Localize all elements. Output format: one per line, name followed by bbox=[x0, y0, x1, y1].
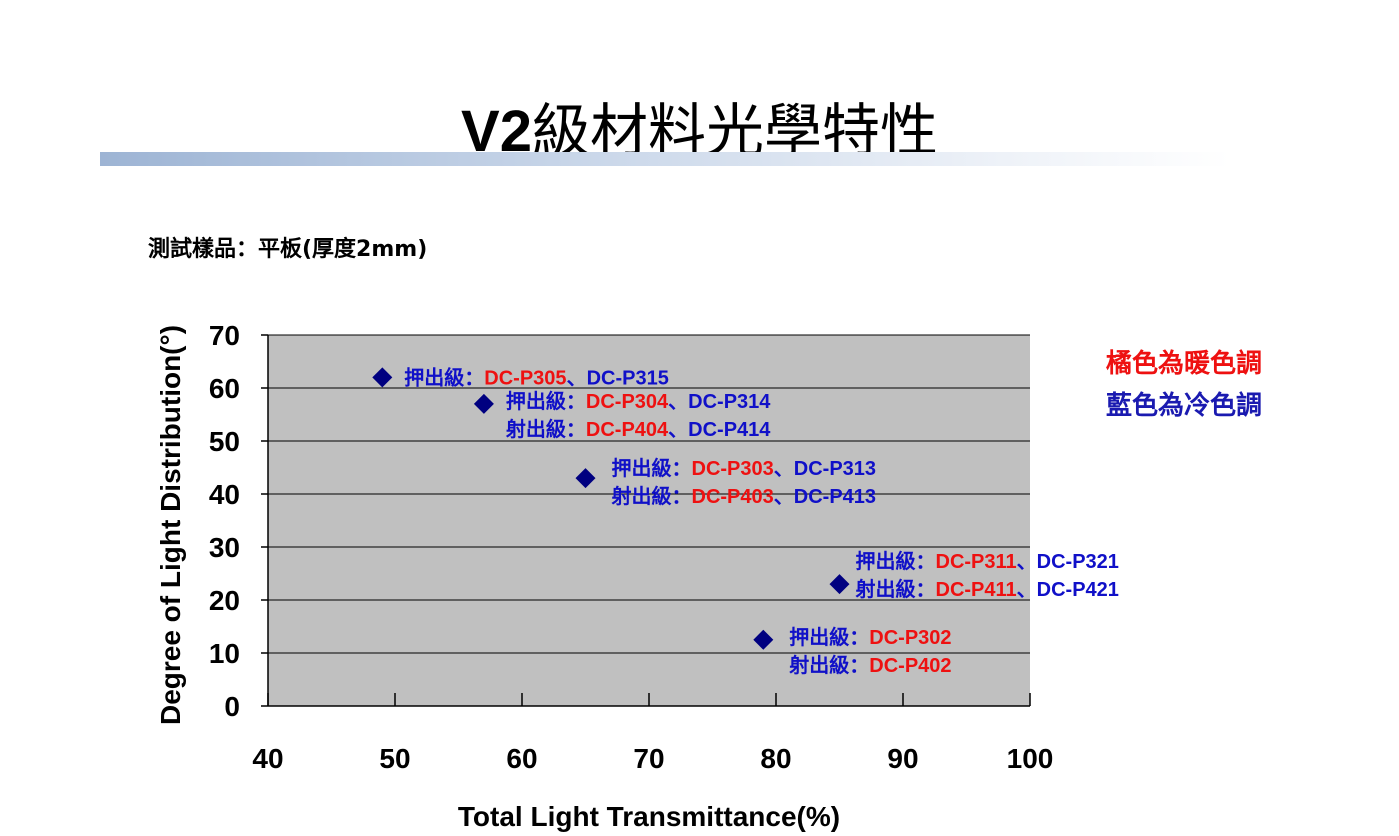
color-note: 藍色為冷色調 bbox=[1106, 390, 1262, 421]
sample-note: 測試樣品：平板(厚度2mm) bbox=[148, 237, 428, 262]
annotation-separator: 、 bbox=[774, 456, 794, 480]
point-annotation: 射出級：DC-P411、DC-P421 bbox=[855, 577, 1119, 601]
grid-lines bbox=[268, 334, 1030, 654]
y-tick-label: 20 bbox=[209, 585, 240, 616]
annotation-grade: 射出級： bbox=[788, 653, 869, 677]
point-annotation: 射出級：DC-P403、DC-P413 bbox=[611, 484, 877, 508]
x-axis-title: Total Light Transmittance(%) bbox=[458, 801, 840, 832]
point-annotation: 押出級：DC-P311、DC-P321 bbox=[856, 549, 1119, 573]
annotation-warm-code: DC-P304 bbox=[586, 391, 669, 413]
annotation-warm-code: DC-P403 bbox=[692, 486, 774, 508]
data-point-marker bbox=[473, 393, 494, 414]
y-ticks: 0 10 20 30 40 50 60 70 bbox=[209, 320, 268, 722]
x-tick-label: 50 bbox=[379, 743, 410, 774]
annotation-separator: 、 bbox=[774, 484, 794, 508]
annotation-warm-code: DC-P302 bbox=[869, 627, 951, 649]
annotation-grade: 押出級： bbox=[506, 389, 586, 413]
annotation-cool-code: DC-P315 bbox=[587, 367, 669, 389]
annotation-cool-code: DC-P414 bbox=[688, 419, 771, 441]
annotation-grade: 射出級： bbox=[505, 417, 586, 441]
point-annotation: 押出級：DC-P305、DC-P315 bbox=[404, 365, 669, 389]
annotation-grade: 射出級： bbox=[855, 577, 936, 601]
point-annotation: 射出級：DC-P404、DC-P414 bbox=[505, 417, 771, 441]
annotation-warm-code: DC-P402 bbox=[869, 655, 951, 677]
plot-area bbox=[268, 335, 1030, 706]
annotations: 押出級：DC-P305、DC-P315押出級：DC-P304、DC-P314射出… bbox=[404, 365, 1119, 676]
point-annotation: 押出級：DC-P304、DC-P314 bbox=[506, 389, 771, 413]
annotation-warm-code: DC-P311 bbox=[936, 551, 1017, 573]
x-tick-label: 90 bbox=[887, 743, 918, 774]
annotation-warm-code: DC-P404 bbox=[586, 419, 669, 441]
annotation-separator: 、 bbox=[668, 417, 688, 441]
annotation-warm-code: DC-P303 bbox=[692, 458, 774, 480]
annotation-grade: 射出級： bbox=[611, 484, 692, 508]
annotation-cool-code: DC-P314 bbox=[688, 391, 771, 413]
annotation-grade: 押出級： bbox=[404, 365, 484, 389]
y-tick-label: 70 bbox=[209, 320, 240, 351]
x-ticks: 40 50 60 70 80 90 100 bbox=[252, 693, 1053, 774]
color-note: 橘色為暖色調 bbox=[1106, 348, 1262, 379]
markers bbox=[372, 367, 850, 650]
annotation-cool-code: DC-P413 bbox=[794, 486, 876, 508]
point-annotation: 押出級：DC-P303、DC-P313 bbox=[612, 456, 877, 480]
annotation-separator: 、 bbox=[1017, 549, 1037, 573]
point-annotation: 射出級：DC-P402 bbox=[788, 653, 951, 677]
annotation-separator: 、 bbox=[1017, 577, 1037, 601]
annotation-separator: 、 bbox=[567, 365, 587, 389]
data-point-marker bbox=[829, 574, 850, 595]
annotation-separator: 、 bbox=[668, 389, 688, 413]
x-tick-label: 40 bbox=[252, 743, 283, 774]
x-tick-label: 80 bbox=[760, 743, 791, 774]
y-axis-title: Degree of Light Distribution(°) bbox=[155, 325, 186, 725]
annotation-warm-code: DC-P411 bbox=[936, 579, 1017, 601]
annotation-grade: 押出級： bbox=[612, 456, 692, 480]
annotation-cool-code: DC-P321 bbox=[1037, 551, 1119, 573]
annotation-cool-code: DC-P313 bbox=[794, 458, 876, 480]
y-tick-label: 50 bbox=[209, 426, 240, 457]
y-tick-label: 30 bbox=[209, 532, 240, 563]
annotation-grade: 押出級： bbox=[856, 549, 936, 573]
annotation-cool-code: DC-P421 bbox=[1037, 579, 1119, 601]
annotation-warm-code: DC-P305 bbox=[484, 367, 566, 389]
title-underline bbox=[100, 152, 1230, 166]
x-tick-label: 70 bbox=[633, 743, 664, 774]
data-point-marker bbox=[753, 629, 774, 650]
data-point-marker bbox=[575, 468, 596, 489]
annotation-grade: 押出級： bbox=[789, 625, 869, 649]
y-tick-label: 0 bbox=[224, 691, 240, 722]
data-point-marker bbox=[372, 367, 393, 388]
x-tick-label: 60 bbox=[506, 743, 537, 774]
x-tick-label: 100 bbox=[1007, 743, 1054, 774]
y-tick-label: 60 bbox=[209, 373, 240, 404]
y-tick-label: 40 bbox=[209, 479, 240, 510]
point-annotation: 押出級：DC-P302 bbox=[789, 625, 951, 649]
y-tick-label: 10 bbox=[209, 638, 240, 669]
